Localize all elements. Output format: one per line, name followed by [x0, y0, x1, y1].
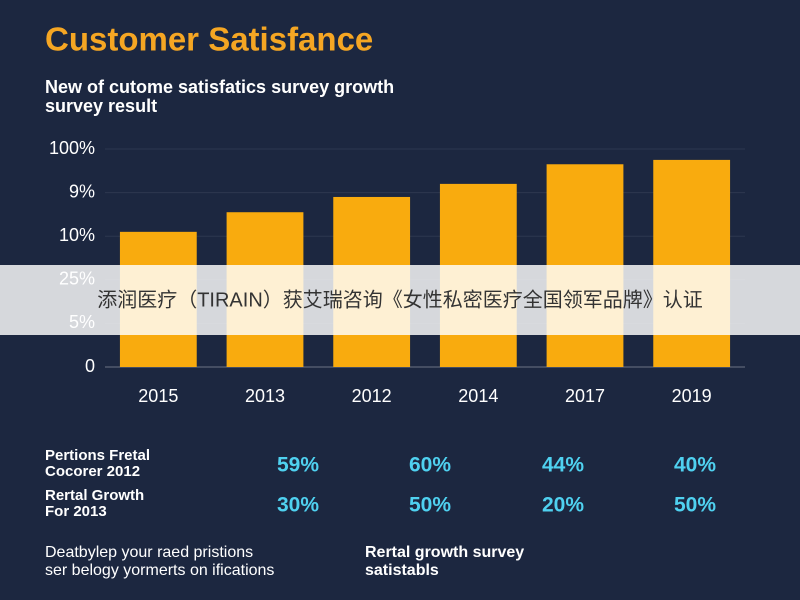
table-cell: 50% [674, 494, 716, 517]
x-tick-label: 2013 [245, 386, 285, 406]
y-tick-label: 100% [49, 138, 95, 158]
bar [653, 159, 731, 367]
table-cell: 59% [277, 454, 319, 477]
row-label: For 2013 [45, 503, 107, 520]
footer-text: satistabls [365, 562, 439, 579]
y-tick-label: 10% [59, 225, 95, 245]
row-label: Pertions Fretal [45, 447, 150, 464]
table-cell: 60% [409, 454, 451, 477]
table-cell: 44% [542, 454, 584, 477]
x-tick-label: 2019 [672, 386, 712, 406]
footer-text: Rertal growth survey [365, 544, 524, 561]
y-tick-label: 0 [85, 356, 95, 376]
chart-title: Customer Satisfance [45, 21, 373, 58]
y-tick-label: 9% [69, 181, 95, 201]
table-cell: 50% [409, 494, 451, 517]
x-tick-label: 2017 [565, 386, 605, 406]
table-cell: 30% [277, 494, 319, 517]
table-cell: 40% [674, 454, 716, 477]
x-tick-label: 2012 [352, 386, 392, 406]
chart-subtitle: New of cutome satisfatics survey growth [45, 77, 394, 97]
chart-subtitle: survey result [45, 96, 157, 116]
footer-text: ser belogy yormerts on ifications [45, 562, 274, 579]
footer-text: Deatbylep your raed pristions [45, 544, 253, 561]
banner-text: 添润医疗（TIRAIN）获艾瑞咨询《女性私密医疗全国领军品牌》认证 [97, 288, 703, 311]
table-cell: 20% [542, 494, 584, 517]
row-label: Rertal Growth [45, 487, 144, 504]
row-label: Cocorer 2012 [45, 463, 140, 480]
x-tick-label: 2015 [138, 386, 178, 406]
banner [0, 265, 800, 335]
x-tick-label: 2014 [458, 386, 498, 406]
